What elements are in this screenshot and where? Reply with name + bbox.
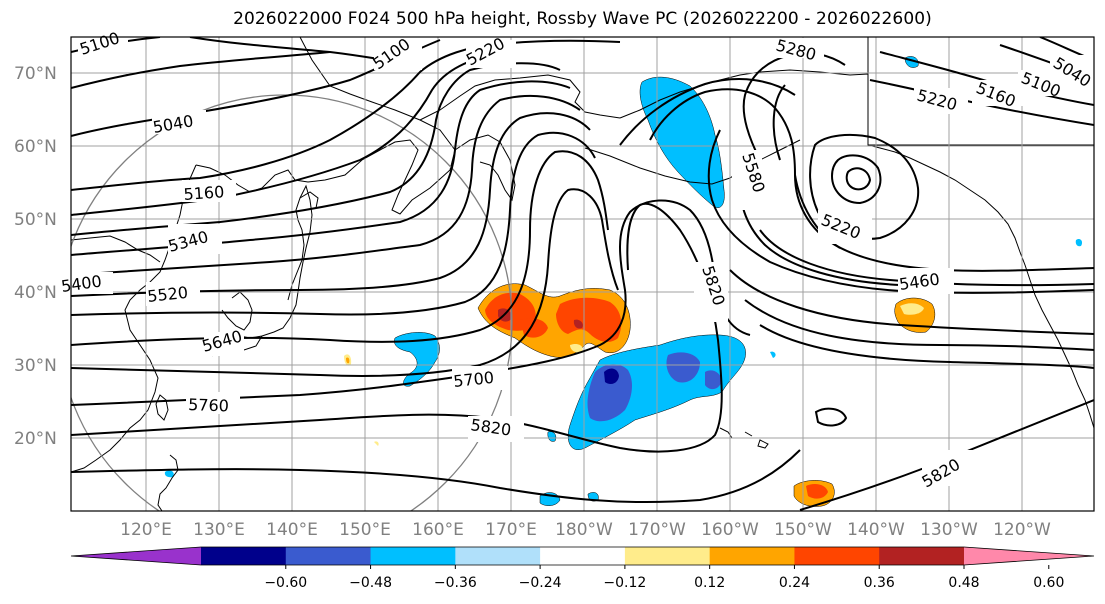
colorbar-extend-high bbox=[964, 547, 1094, 565]
colorbar-segment bbox=[794, 547, 880, 565]
colorbar: −0.60 −0.48 −0.36 −0.24 −0.12 0.12 0.24 0.36 0.4… bbox=[70, 546, 1095, 591]
lon-label: 130°W bbox=[920, 520, 978, 540]
contour-label: 5760 bbox=[188, 395, 229, 415]
lat-label-30n: 30°N bbox=[14, 356, 57, 376]
figure-title: 2026022000 F024 500 hPa height, Rossby W… bbox=[233, 9, 932, 29]
height-contours bbox=[71, 37, 1094, 511]
longitude-labels: 120°E 130°E 140°E 150°E 160°E 170°E 180°… bbox=[120, 520, 1051, 540]
lon-label: 150°W bbox=[774, 520, 832, 540]
lat-label-50n: 50°N bbox=[14, 210, 57, 230]
contour-label: 5520 bbox=[146, 283, 188, 306]
lon-label: 180°W bbox=[555, 520, 613, 540]
lon-label: 120°W bbox=[993, 520, 1051, 540]
colorbar-segment bbox=[540, 547, 626, 565]
lon-label: 130°E bbox=[193, 520, 245, 540]
colorbar-segment bbox=[370, 547, 456, 565]
range-circle bbox=[71, 94, 513, 511]
colorbar-tick-label: −0.60 bbox=[264, 575, 307, 591]
colorbar-tick-label: −0.36 bbox=[434, 575, 477, 591]
lon-label: 160°W bbox=[701, 520, 759, 540]
colorbar-tick-label: 0.24 bbox=[779, 575, 810, 591]
lat-label-70n: 70°N bbox=[14, 64, 57, 84]
colorbar-segment bbox=[709, 547, 795, 565]
lon-label: 140°E bbox=[266, 520, 318, 540]
anomaly-shading bbox=[164, 56, 1083, 507]
colorbar-extend-low bbox=[71, 547, 201, 565]
lat-label-40n: 40°N bbox=[14, 283, 57, 303]
lon-label: 170°W bbox=[628, 520, 686, 540]
contour-label: 5160 bbox=[183, 182, 225, 204]
lat-label-20n: 20°N bbox=[14, 429, 57, 449]
colorbar-segment bbox=[624, 547, 711, 565]
colorbar-segment bbox=[285, 547, 372, 565]
negative-anomaly-core bbox=[587, 364, 632, 422]
latitude-labels: 70°N 60°N 50°N 40°N 30°N 20°N bbox=[14, 64, 57, 449]
lon-label: 120°E bbox=[120, 520, 172, 540]
colorbar-tick-label: 0.60 bbox=[1033, 575, 1064, 591]
colorbar-tick-label: 0.36 bbox=[864, 575, 895, 591]
colorbar-tick-label: 0.12 bbox=[694, 575, 725, 591]
coastlines bbox=[71, 37, 1094, 511]
negative-anomaly-japan bbox=[394, 332, 440, 387]
colorbar-tick-label: 0.48 bbox=[948, 575, 979, 591]
colorbar-tick-label: −0.24 bbox=[519, 575, 562, 591]
lon-label: 170°E bbox=[485, 520, 537, 540]
lat-label-60n: 60°N bbox=[14, 137, 57, 157]
colorbar-tick-label: −0.48 bbox=[349, 575, 392, 591]
contour-label: 5700 bbox=[452, 368, 494, 391]
lon-label: 160°E bbox=[412, 520, 464, 540]
colorbar-segment bbox=[455, 547, 541, 565]
contour-labels: 5100 5100 5220 5280 5040 5220 5160 5100 … bbox=[60, 28, 1095, 491]
colorbar-tick-label: −0.12 bbox=[603, 575, 646, 591]
colorbar-segment bbox=[201, 547, 287, 565]
negative-anomaly-alaska bbox=[639, 76, 725, 208]
colorbar-segment bbox=[879, 547, 965, 565]
map-frame bbox=[70, 36, 1095, 512]
lon-label: 140°W bbox=[847, 520, 905, 540]
lon-label: 150°E bbox=[339, 520, 391, 540]
